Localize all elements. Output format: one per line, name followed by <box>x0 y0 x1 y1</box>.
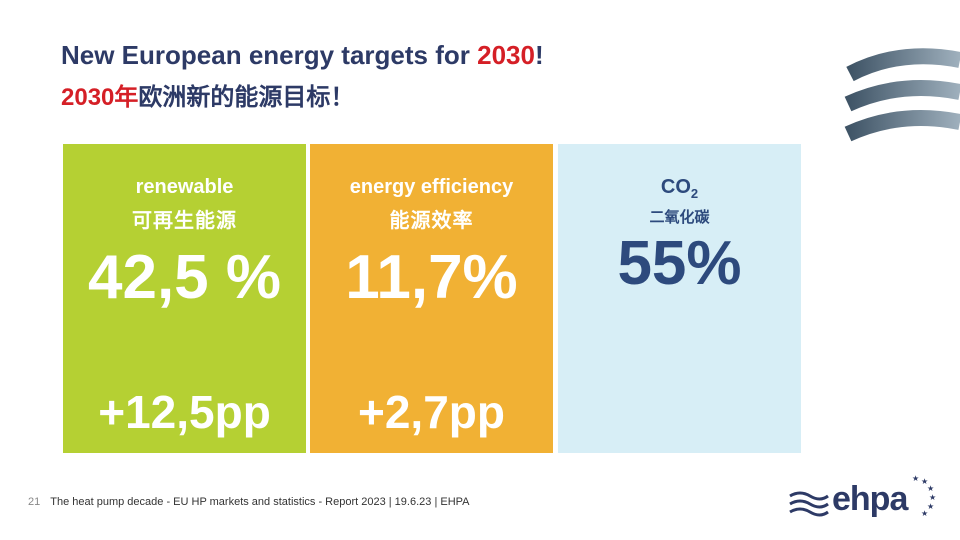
title-cn-text: 欧洲新的能源目标！ <box>138 84 355 111</box>
co2-label-sub: 2 <box>690 186 699 201</box>
decorative-waves-icon <box>844 48 960 142</box>
co2-label: CO2 <box>558 176 801 201</box>
renewable-value: 42,5 % <box>87 243 282 312</box>
page-title-cn: 2030年欧洲新的能源目标！ <box>61 77 354 112</box>
svg-text:★: ★ <box>927 484 934 493</box>
stars-icon: ★ ★ ★ ★ ★ ★ <box>912 474 936 518</box>
footer-text: The heat pump decade - EU HP markets and… <box>50 496 470 508</box>
title-en-year: 2030 <box>477 40 535 70</box>
co2-card: CO2 二氧化碳 55% <box>558 144 801 453</box>
ehpa-logo-text: ehpa <box>832 480 908 518</box>
svg-text:★: ★ <box>927 502 934 511</box>
title-en-suffix: ! <box>534 40 544 70</box>
ehpa-logo: ehpa ★ ★ ★ ★ ★ ★ <box>788 472 938 528</box>
efficiency-label-en: energy efficiency <box>349 176 514 198</box>
title-cn-year: 2030年 <box>61 84 139 111</box>
svg-text:★: ★ <box>929 493 936 502</box>
page-number: 21 <box>28 496 41 508</box>
renewable-label-cn: 可再生能源 <box>132 210 237 232</box>
footer: 21 The heat pump decade - EU HP markets a… <box>28 496 470 508</box>
renewable-card: renewable 可再生能源 42,5 % +12,5pp <box>63 144 306 453</box>
page-title-en: New European energy targets for 2030! <box>61 40 544 71</box>
renewable-delta: +12,5pp <box>98 386 271 438</box>
efficiency-delta: +2,7pp <box>357 386 505 438</box>
co2-label-main: CO <box>660 176 691 198</box>
svg-text:★: ★ <box>912 474 919 483</box>
svg-text:★: ★ <box>921 477 928 486</box>
renewable-label-en: renewable <box>135 176 234 198</box>
co2-label-cn: 二氧化碳 <box>649 209 710 226</box>
co2-value: 55% <box>617 229 742 298</box>
svg-text:★: ★ <box>921 509 928 518</box>
efficiency-card: energy efficiency 能源效率 11,7% +2,7pp <box>310 144 553 453</box>
efficiency-value: 11,7% <box>345 243 518 312</box>
ehpa-logo-icon <box>789 491 829 517</box>
efficiency-label-cn: 能源效率 <box>389 210 474 232</box>
title-en-prefix: New European energy targets for <box>61 40 478 70</box>
